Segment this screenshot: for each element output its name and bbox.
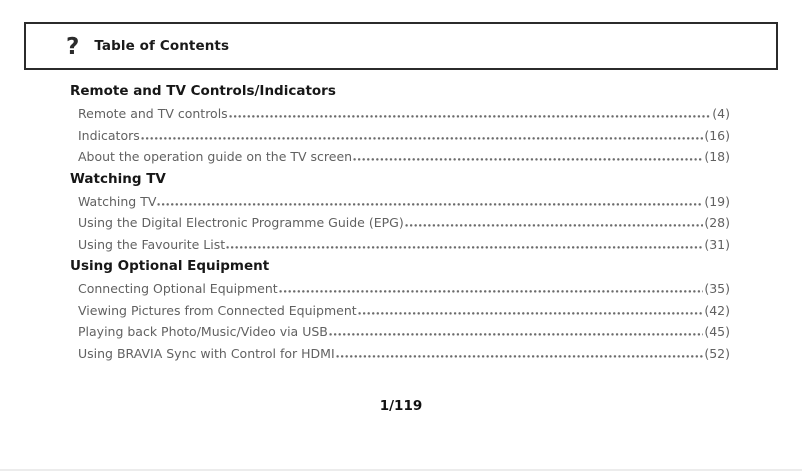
toc-entry-label: Using the Favourite List [78,236,226,252]
toc-entry-page: (42) [704,302,730,318]
bottom-divider [0,469,802,471]
toc-entry[interactable]: Indicators (16) [70,125,730,147]
page-indicator: 1/119 [379,398,423,414]
dotted-leader [335,353,704,358]
dotted-leader [228,114,712,118]
help-icon: ? [66,33,80,60]
toc-entry-page: (18) [704,149,730,164]
dotted-leader [140,135,704,140]
toc-entry-label: Remote and TV controls [78,106,228,121]
dotted-leader [404,223,704,227]
toc-section: Remote and TV Controls/Indicators Remote… [70,80,730,168]
toc-entry-page: (28) [704,215,730,230]
dotted-leader [357,310,704,315]
toc-entry[interactable]: Using the Favourite List (31) [70,234,730,256]
toc-entry-page: (4) [712,106,730,121]
section-title: Using Optional Equipment [70,258,270,274]
toc-entry-label: Indicators [78,127,140,143]
dotted-leader [226,244,704,249]
toc-entry-page: (45) [704,324,730,339]
dotted-leader [328,332,704,336]
toc-entry-label: Connecting Optional Equipment [78,281,278,296]
toc-entry[interactable]: Using the Digital Electronic Programme G… [70,212,730,234]
toc-entry[interactable]: Remote and TV controls (4) [70,103,730,125]
toc-sections: Remote and TV Controls/Indicators Remote… [70,80,730,364]
section-entries: Connecting Optional Equipment (35) Viewi… [70,278,730,364]
dotted-leader [353,157,704,161]
section-entries: Watching TV (19) Using the Digital Elect… [70,191,730,256]
section-entries: Remote and TV controls (4) Indicators (1… [70,103,730,168]
section-title: Watching TV [70,170,166,187]
toc-section: Watching TV Watching TV (19) Using the D… [70,168,730,256]
toc-entry-page: (19) [704,193,730,209]
toc-entry-label: Using BRAVIA Sync with Control for HDMI [78,345,335,361]
toc-section: Using Optional Equipment Connecting Opti… [70,255,730,364]
section-title: Remote and TV Controls/Indicators [70,83,336,99]
toc-entry[interactable]: Watching TV (19) [70,191,730,213]
toc-entry[interactable]: Connecting Optional Equipment (35) [70,278,730,300]
toc-entry-label: About the operation guide on the TV scre… [78,149,353,164]
page-title: Table of Contents [94,38,230,54]
toc-entry-label: Using the Digital Electronic Programme G… [78,215,404,230]
toc-entry-page: (31) [704,236,730,252]
toc-entry-label: Playing back Photo/Music/Video via USB [78,324,328,339]
toc-entry-page: (35) [704,281,730,296]
toc-entry[interactable]: Viewing Pictures from Connected Equipmen… [70,300,730,322]
toc-entry-page: (52) [704,345,730,361]
toc-header-box: ? Table of Contents [24,22,778,70]
dotted-leader [157,201,704,206]
toc-entry-label: Watching TV [78,193,157,209]
toc-entry-page: (16) [704,127,730,143]
toc-entry[interactable]: About the operation guide on the TV scre… [70,146,730,168]
toc-entry-label: Viewing Pictures from Connected Equipmen… [78,302,357,318]
dotted-leader [278,289,704,293]
toc-entry[interactable]: Playing back Photo/Music/Video via USB (… [70,321,730,343]
toc-entry[interactable]: Using BRAVIA Sync with Control for HDMI … [70,343,730,365]
